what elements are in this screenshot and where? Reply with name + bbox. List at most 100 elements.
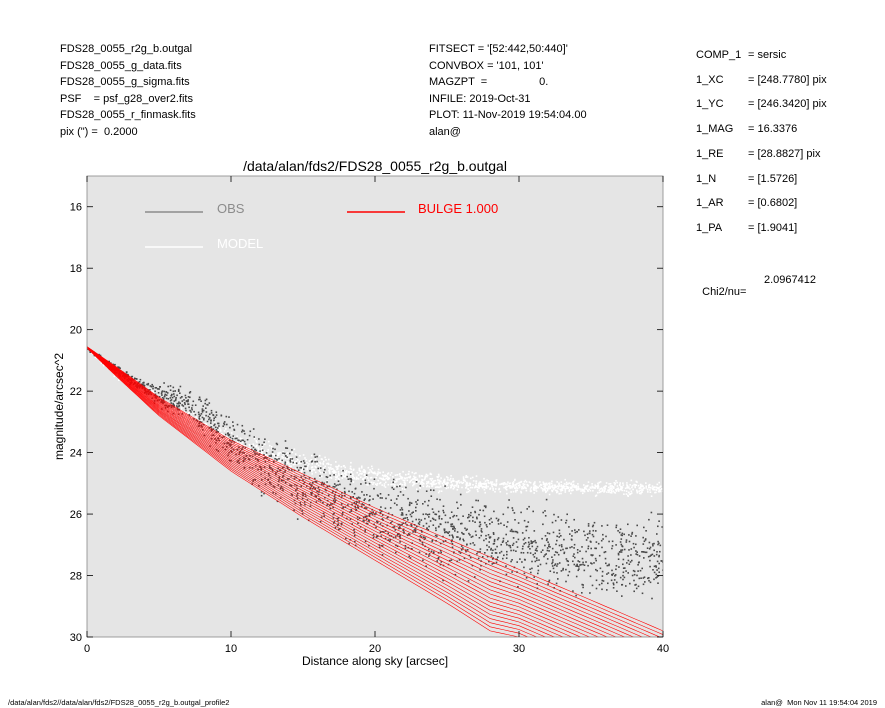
obs-point [337, 480, 340, 482]
model-point [329, 476, 332, 478]
model-point [464, 480, 467, 483]
obs-point [309, 469, 311, 472]
model-point [485, 484, 488, 486]
obs-point [163, 382, 165, 384]
model-point [655, 488, 658, 491]
obs-point [289, 461, 292, 463]
obs-point [525, 577, 528, 579]
obs-point [471, 535, 474, 538]
model-point [323, 470, 326, 472]
model-point [627, 494, 629, 497]
obs-point [184, 403, 186, 406]
obs-point [176, 405, 178, 407]
model-point [189, 423, 192, 426]
model-point [396, 484, 399, 486]
obs-point [422, 525, 425, 527]
obs-point [658, 554, 660, 557]
obs-point [640, 577, 642, 579]
model-point [191, 416, 193, 419]
model-point [456, 483, 458, 485]
obs-point [343, 487, 346, 490]
model-point [544, 483, 546, 486]
obs-point [568, 570, 571, 573]
obs-point [613, 579, 616, 581]
model-point [317, 464, 320, 467]
model-point [506, 492, 508, 495]
model-point [270, 459, 273, 462]
model-point [385, 474, 388, 477]
obs-point [587, 545, 590, 548]
obs-point [653, 549, 655, 552]
obs-point [254, 448, 256, 451]
obs-point [352, 496, 354, 498]
obs-point [573, 547, 575, 549]
obs-point [494, 548, 497, 551]
obs-point [375, 526, 377, 529]
model-point [596, 486, 599, 489]
obs-point [404, 547, 407, 549]
obs-point [651, 553, 654, 556]
obs-point [581, 583, 583, 586]
model-point [295, 460, 297, 463]
obs-point [611, 540, 614, 543]
model-point [479, 481, 481, 483]
obs-point [536, 545, 539, 548]
obs-point [254, 453, 257, 455]
model-point [437, 479, 439, 482]
model-point [597, 482, 599, 485]
model-point [441, 482, 444, 484]
obs-point [344, 492, 346, 494]
obs-point [432, 489, 435, 492]
obs-point [444, 485, 446, 487]
obs-point [644, 581, 646, 583]
model-point [558, 485, 561, 487]
bulge-curve [87, 346, 663, 635]
obs-point [408, 533, 411, 536]
obs-point [320, 483, 323, 485]
obs-point [439, 523, 442, 525]
model-point [493, 484, 496, 486]
obs-point [548, 580, 550, 583]
obs-point [275, 458, 278, 461]
obs-point [545, 539, 548, 542]
model-point [634, 485, 636, 487]
model-point [455, 480, 457, 483]
obs-point [515, 530, 518, 533]
obs-point [208, 413, 211, 415]
obs-point [316, 455, 318, 458]
obs-point [632, 542, 635, 545]
model-point [274, 456, 277, 458]
obs-point [263, 466, 266, 468]
model-point [596, 485, 599, 487]
obs-point [399, 534, 401, 537]
model-point [290, 461, 293, 463]
model-point [540, 487, 543, 489]
model-point [542, 490, 544, 492]
model-point [520, 480, 523, 483]
obs-point [655, 553, 658, 556]
obs-point [567, 560, 569, 563]
obs-point [460, 545, 463, 547]
obs-point [212, 414, 215, 417]
obs-point [478, 521, 481, 524]
model-point [515, 485, 518, 488]
param-value: = [28.8827] pix [748, 148, 821, 160]
model-point [564, 489, 567, 491]
model-point [381, 478, 384, 480]
model-point [626, 486, 628, 488]
obs-point [399, 491, 402, 493]
obs-point [558, 529, 561, 532]
model-point [295, 467, 298, 470]
obs-point [546, 547, 549, 549]
model-point [520, 491, 523, 494]
obs-point [469, 542, 472, 545]
obs-point [509, 530, 512, 532]
model-point [430, 483, 433, 486]
model-point [641, 491, 643, 493]
obs-point [558, 536, 560, 538]
obs-point [197, 411, 200, 414]
model-point [476, 486, 479, 489]
model-point [607, 489, 609, 491]
obs-point [619, 528, 622, 530]
obs-point [117, 366, 119, 368]
